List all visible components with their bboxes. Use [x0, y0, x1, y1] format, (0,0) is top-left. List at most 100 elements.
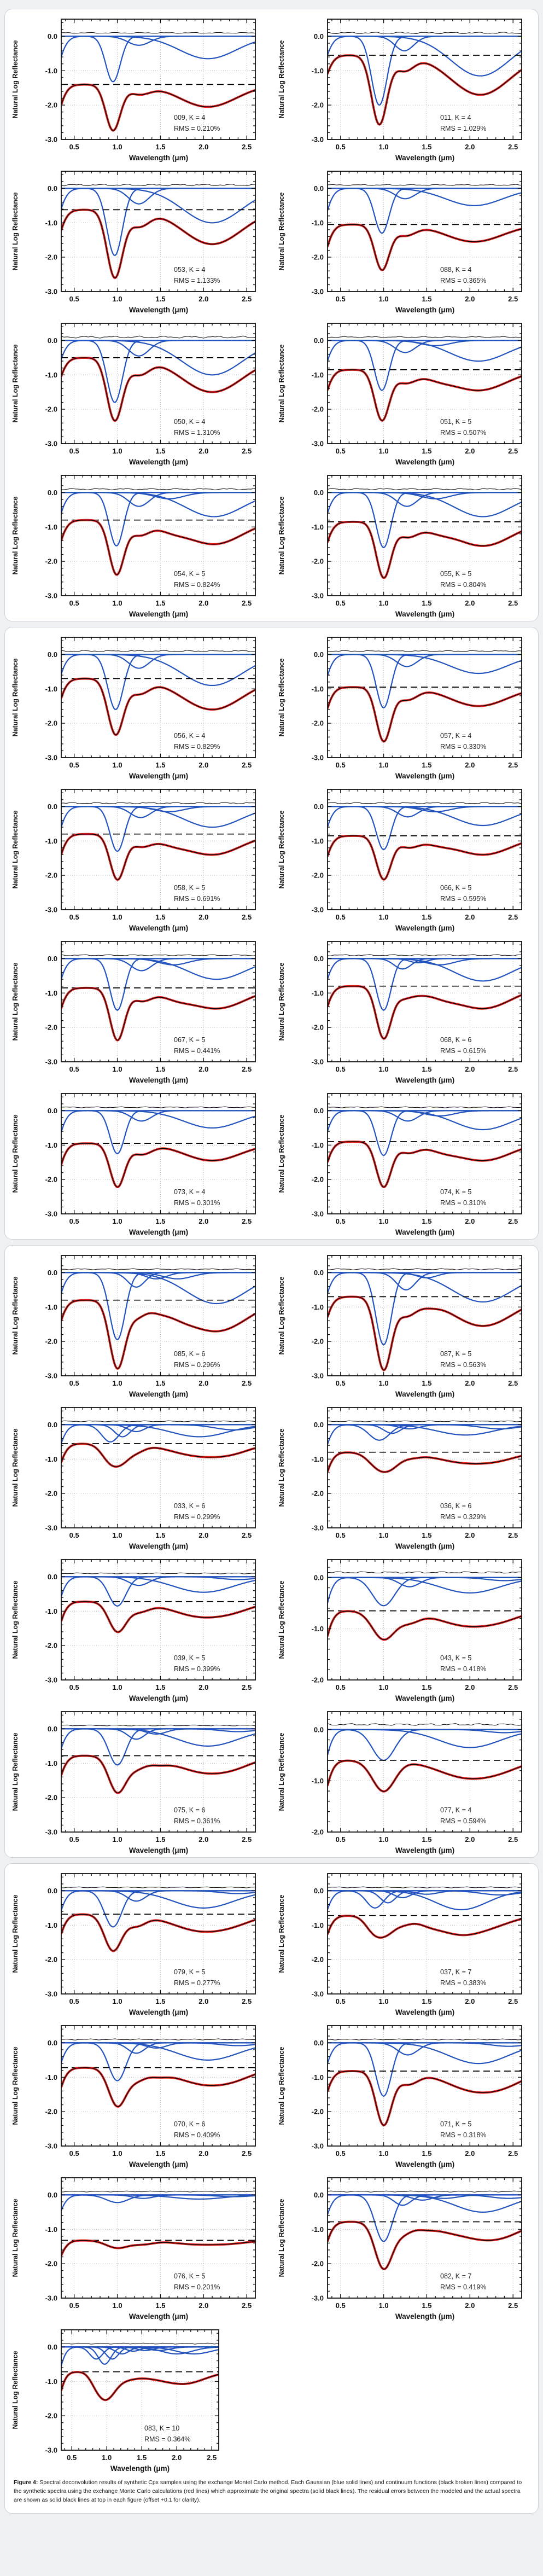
- spectral-plot-svg: 0.5 1.0 1.5 2.0 2.5 0.0 -1.0 -2.0 -3.0 Wavelength…: [11, 323, 256, 466]
- x-tick-label: 1.0: [379, 1683, 389, 1691]
- y-tick-label: -2.0: [312, 1338, 324, 1346]
- y-tick-label: -1.0: [45, 1607, 57, 1615]
- spectral-subplot-033: 0.5 1.0 1.5 2.0 2.5 0.0 -1.0 -2.0 -3.0 Wavelength…: [5, 1400, 272, 1552]
- y-tick-label: -3.0: [45, 1210, 57, 1218]
- spectral-plot-svg: 0.5 1.0 1.5 2.0 2.5 0.0 -1.0 -2.0 -3.0 Wavelength…: [11, 789, 256, 932]
- rms-annotation: RMS = 0.210%: [174, 125, 220, 132]
- y-tick-label: -2.0: [45, 1490, 57, 1498]
- model-spectrum-red: [61, 208, 255, 280]
- x-tick-label: 1.5: [422, 599, 432, 607]
- gaussian-curve: [328, 1577, 522, 1607]
- spectral-plot-svg: 0.5 1.0 1.5 2.0 2.5 0.0 -1.0 -2.0 -3.0 Wavelength…: [278, 2177, 523, 2321]
- gaussian-curve: [328, 654, 522, 667]
- y-tick-label: -3.0: [312, 1524, 324, 1532]
- x-tick-label: 0.5: [69, 761, 79, 769]
- x-tick-label: 2.5: [508, 143, 518, 151]
- y-tick-label: -1.0: [312, 371, 324, 379]
- x-tick-label: 1.0: [112, 1531, 122, 1539]
- residual-line: [61, 954, 255, 956]
- x-tick-label: 1.0: [379, 1217, 389, 1225]
- y-tick-label: 0.0: [48, 2191, 57, 2199]
- y-tick-label: -1.0: [45, 1921, 57, 1929]
- x-tick-label: 2.0: [198, 1379, 208, 1387]
- residual-line: [61, 32, 255, 34]
- x-tick-label: 1.0: [379, 761, 389, 769]
- rms-annotation: RMS = 0.310%: [440, 1199, 486, 1207]
- y-tick-label: -1.0: [45, 1455, 57, 1463]
- y-tick-label: -1.0: [312, 1921, 324, 1929]
- y-tick-label: 0.0: [48, 1573, 57, 1581]
- x-tick-label: 2.0: [198, 2149, 208, 2158]
- gaussian-curve: [328, 654, 522, 674]
- y-tick-label: -1.0: [45, 371, 57, 379]
- rms-annotation: RMS = 0.829%: [174, 743, 220, 751]
- original-spectrum-black: [328, 55, 522, 125]
- x-tick-label: 2.0: [465, 599, 475, 607]
- x-tick-label: 2.0: [465, 295, 475, 303]
- x-tick-label: 1.0: [112, 1217, 122, 1225]
- model-spectrum-red: [328, 1295, 522, 1371]
- x-tick-label: 2.5: [242, 761, 252, 769]
- y-tick-label: -1.0: [312, 1455, 324, 1463]
- y-tick-label: -1.0: [312, 2225, 324, 2234]
- y-axis-title: Natural Log Reflectance: [11, 2046, 19, 2125]
- gaussian-curve: [328, 2194, 522, 2242]
- x-tick-label: 2.5: [242, 1217, 252, 1225]
- model-spectrum-red: [328, 368, 522, 422]
- x-axis-title: Wavelength (μm): [395, 924, 454, 932]
- original-spectrum-black: [61, 1443, 255, 1467]
- y-tick-label: 0.0: [48, 2039, 57, 2047]
- y-tick-label: -2.0: [45, 557, 57, 566]
- model-spectrum-red: [328, 1610, 522, 1641]
- spectral-plot-svg: 0.5 1.0 1.5 2.0 2.5 0.0 -1.0 -2.0 -3.0 Wavelength…: [11, 2177, 256, 2321]
- x-tick-label: 2.5: [242, 2301, 252, 2310]
- model-spectrum-red: [328, 1141, 522, 1189]
- sample-annotation: 082, K = 7: [440, 2272, 471, 2280]
- y-tick-label: -3.0: [312, 1372, 324, 1380]
- x-axis-title: Wavelength (μm): [395, 772, 454, 780]
- residual-line: [61, 1724, 255, 1726]
- y-tick-label: 0.0: [48, 489, 57, 497]
- spectral-plot-svg: 0.5 1.0 1.5 2.0 2.5 0.0 -1.0 -2.0 -3.0 Wavelength…: [278, 1093, 523, 1236]
- x-tick-label: 2.5: [242, 2149, 252, 2158]
- axis-ticks: [328, 2026, 522, 2147]
- y-tick-label: -2.0: [312, 405, 324, 414]
- spectral-plot-svg: 0.5 1.0 1.5 2.0 2.5 0.0 -1.0 -2.0 -3.0 Wavelength…: [278, 323, 523, 466]
- x-tick-label: 1.0: [379, 295, 389, 303]
- y-tick-label: -1.0: [312, 219, 324, 227]
- plot-frame: [60, 1559, 256, 1680]
- original-spectrum-black: [328, 1610, 522, 1641]
- residual-line: [328, 802, 522, 804]
- residual-line: [61, 488, 255, 491]
- y-axis-title: Natural Log Reflectance: [11, 1580, 19, 1659]
- x-tick-label: 2.0: [198, 913, 208, 921]
- plot-grid-2: 0.5 1.0 1.5 2.0 2.5 0.0 -1.0 -2.0 -3.0 Wavelength…: [5, 630, 538, 1238]
- spectral-subplot-036: 0.5 1.0 1.5 2.0 2.5 0.0 -1.0 -2.0 -3.0 Wavelength…: [272, 1400, 539, 1552]
- x-tick-label: 2.0: [198, 143, 208, 151]
- spectral-subplot-075: 0.5 1.0 1.5 2.0 2.5 0.0 -1.0 -2.0 -3.0 Wavelength…: [5, 1704, 272, 1856]
- gaussian-curve: [61, 1272, 255, 1305]
- spectral-plot-svg: 0.5 1.0 1.5 2.0 2.5 0.0 -1.0 -2.0 -3.0 Wavelength…: [11, 1559, 256, 1702]
- x-axis-title: Wavelength (μm): [129, 154, 188, 162]
- axis-ticks: [328, 1094, 522, 1214]
- plot-frame: [60, 19, 256, 140]
- gaussian-curve: [328, 492, 522, 507]
- gaussian-curve: [61, 958, 255, 980]
- spectral-subplot-068: 0.5 1.0 1.5 2.0 2.5 0.0 -1.0 -2.0 -3.0 Wavelength…: [272, 934, 539, 1086]
- plot-frame: [60, 789, 256, 910]
- residual-line: [328, 2190, 522, 2193]
- y-tick-label: -3.0: [45, 136, 57, 144]
- y-tick-label: -2.0: [45, 1642, 57, 1650]
- y-tick-label: -3.0: [312, 136, 324, 144]
- x-tick-label: 1.0: [102, 2453, 112, 2462]
- x-tick-label: 1.5: [155, 143, 165, 151]
- model-spectrum-red: [328, 1451, 522, 1473]
- x-tick-label: 1.0: [112, 1835, 122, 1844]
- spectral-plot-svg: 0.5 1.0 1.5 2.0 2.5 0.0 -1.0 -2.0 -3.0 Wavelength…: [278, 171, 523, 314]
- residual-line: [61, 650, 255, 653]
- x-tick-label: 0.5: [336, 1065, 346, 1073]
- x-tick-label: 2.5: [508, 1683, 518, 1691]
- y-tick-label: -3.0: [45, 2294, 57, 2302]
- y-tick-label: 0.0: [314, 1725, 324, 1734]
- spectral-plot-svg: 0.5 1.0 1.5 2.0 2.5 0.0 -1.0 -2.0 -3.0 Wavelength…: [278, 1873, 523, 2016]
